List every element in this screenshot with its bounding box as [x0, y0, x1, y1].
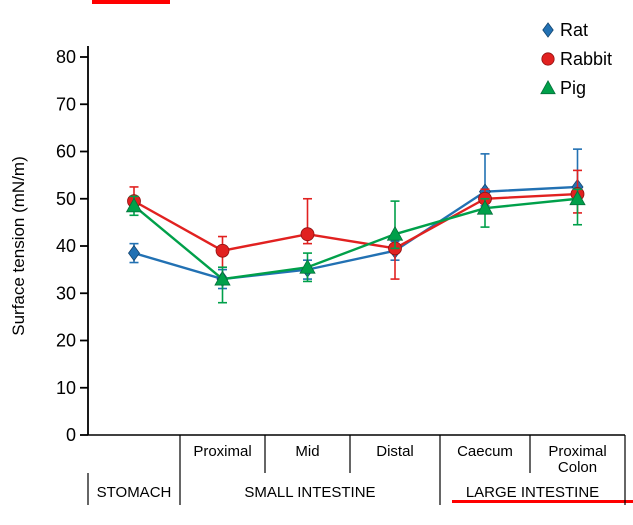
- marker-pig: [299, 258, 316, 274]
- y-tick-label: 80: [56, 47, 76, 67]
- y-axis-label: Surface tension (mN/m): [9, 156, 28, 336]
- y-tick-label: 50: [56, 189, 76, 209]
- legend-label-rat: Rat: [560, 20, 588, 40]
- legend-marker-rat: [542, 22, 554, 38]
- x-category-label: Colon: [558, 459, 597, 476]
- y-tick-label: 30: [56, 283, 76, 303]
- series-line-pig: [133, 197, 578, 281]
- series-line-rabbit: [133, 192, 578, 252]
- marker-pig: [569, 190, 586, 206]
- legend-label-rabbit: Rabbit: [560, 49, 612, 69]
- legend-marker-rabbit: [541, 52, 555, 66]
- marker-pig: [125, 197, 143, 213]
- marker-rabbit: [300, 227, 315, 242]
- marker-rabbit: [215, 243, 230, 258]
- series-line-rat: [133, 185, 578, 281]
- y-tick-label: 10: [56, 378, 76, 398]
- y-tick-label: 20: [56, 331, 76, 351]
- y-tick-label: 70: [56, 94, 76, 114]
- y-tick-label: 40: [56, 236, 76, 256]
- marker-pig: [214, 270, 231, 286]
- x-category-label: Proximal: [548, 443, 606, 460]
- x-group-label: LARGE INTESTINE: [466, 484, 599, 501]
- x-category-label: Proximal: [193, 443, 251, 460]
- y-tick-label: 0: [66, 425, 76, 445]
- x-category-label: Caecum: [457, 443, 513, 460]
- x-category-label: Mid: [295, 443, 319, 460]
- crop-artifact-bottom: [452, 500, 633, 503]
- legend-marker-pig: [540, 80, 556, 95]
- marker-pig: [386, 225, 404, 241]
- x-group-label: SMALL INTESTINE: [244, 484, 375, 501]
- x-group-label: STOMACH: [97, 484, 172, 501]
- legend-label-pig: Pig: [560, 78, 586, 98]
- x-category-label: Distal: [376, 443, 414, 460]
- y-tick-label: 60: [56, 142, 76, 162]
- marker-pig: [476, 199, 494, 215]
- marker-rat: [128, 244, 140, 262]
- crop-artifact-top: [92, 0, 170, 4]
